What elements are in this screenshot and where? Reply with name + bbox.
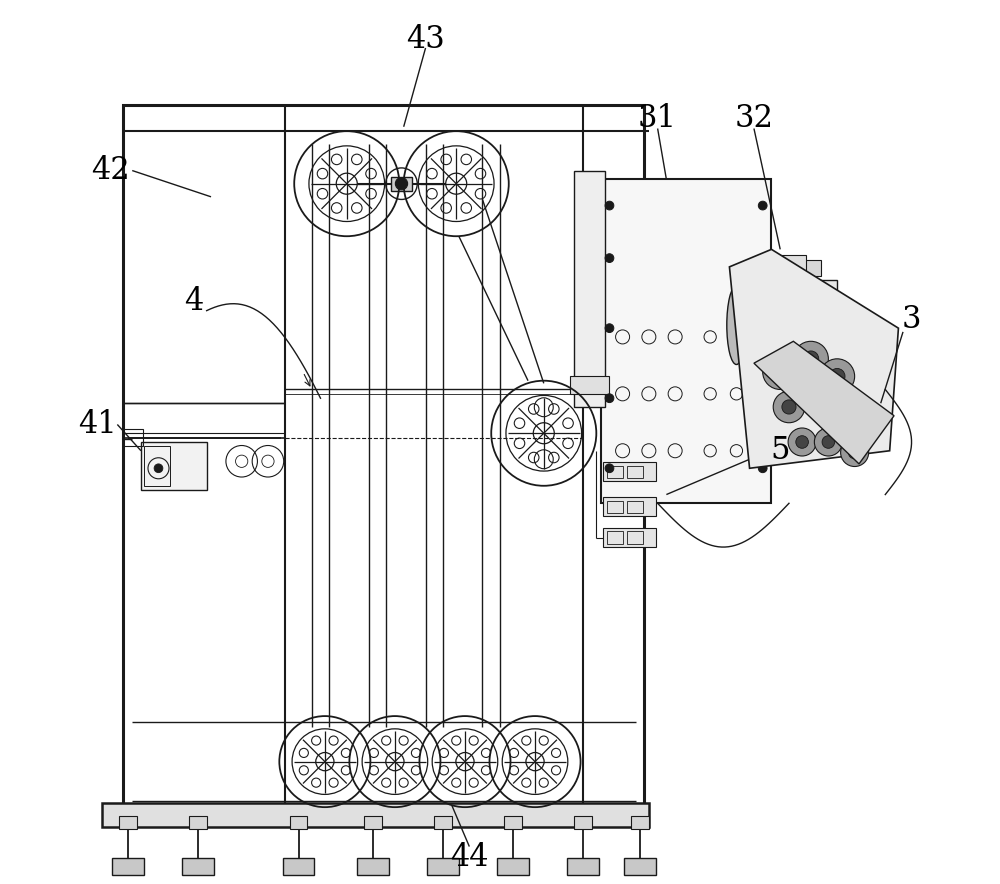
- Circle shape: [758, 394, 767, 402]
- Circle shape: [758, 202, 767, 210]
- Bar: [770, 303, 787, 321]
- Bar: [747, 260, 821, 276]
- Bar: [627, 500, 643, 513]
- Bar: [603, 528, 656, 547]
- Circle shape: [154, 464, 163, 473]
- Bar: [119, 816, 137, 829]
- Bar: [627, 466, 643, 478]
- Polygon shape: [754, 341, 894, 464]
- Bar: [631, 816, 649, 829]
- Circle shape: [804, 387, 835, 418]
- Bar: [112, 858, 144, 875]
- Circle shape: [758, 464, 767, 473]
- Bar: [357, 858, 389, 875]
- Circle shape: [820, 359, 855, 394]
- Bar: [497, 858, 529, 875]
- Bar: [574, 816, 592, 829]
- Bar: [603, 497, 656, 516]
- Bar: [144, 446, 170, 486]
- Circle shape: [773, 392, 805, 423]
- Text: 41: 41: [78, 409, 117, 440]
- Bar: [427, 858, 459, 875]
- Circle shape: [822, 436, 835, 448]
- Circle shape: [814, 428, 842, 456]
- Circle shape: [605, 202, 614, 210]
- Bar: [391, 177, 412, 191]
- Circle shape: [605, 394, 614, 402]
- Circle shape: [803, 351, 819, 367]
- Bar: [624, 858, 656, 875]
- Bar: [123, 105, 644, 805]
- Bar: [189, 816, 207, 829]
- Bar: [141, 442, 207, 490]
- Circle shape: [813, 395, 827, 409]
- Bar: [601, 179, 771, 503]
- Circle shape: [395, 178, 408, 190]
- Bar: [793, 303, 811, 321]
- Bar: [504, 816, 522, 829]
- Circle shape: [763, 354, 798, 390]
- Bar: [364, 816, 382, 829]
- Circle shape: [793, 341, 828, 377]
- Bar: [567, 858, 599, 875]
- Circle shape: [788, 428, 816, 456]
- Text: 43: 43: [406, 24, 445, 55]
- Bar: [603, 462, 656, 482]
- Circle shape: [782, 400, 796, 414]
- Text: 44: 44: [450, 842, 489, 873]
- Bar: [607, 531, 623, 544]
- Bar: [102, 803, 649, 827]
- Circle shape: [829, 369, 845, 385]
- Circle shape: [848, 446, 861, 459]
- Bar: [607, 466, 623, 478]
- Circle shape: [796, 436, 808, 448]
- Bar: [570, 377, 609, 394]
- Ellipse shape: [727, 286, 746, 364]
- Text: 4: 4: [184, 286, 203, 317]
- Circle shape: [839, 408, 853, 423]
- Circle shape: [758, 254, 767, 263]
- Bar: [607, 500, 623, 513]
- Text: 32: 32: [734, 103, 773, 133]
- Text: 31: 31: [638, 103, 677, 133]
- Bar: [434, 816, 452, 829]
- Bar: [290, 816, 307, 829]
- Circle shape: [758, 324, 767, 332]
- Text: 42: 42: [91, 155, 130, 186]
- Circle shape: [772, 364, 788, 380]
- Polygon shape: [729, 249, 898, 469]
- Bar: [123, 429, 143, 446]
- Bar: [763, 280, 837, 328]
- Circle shape: [605, 464, 614, 473]
- Bar: [627, 531, 643, 544]
- Text: 5: 5: [770, 435, 790, 466]
- Circle shape: [841, 438, 869, 467]
- Circle shape: [830, 400, 862, 431]
- Bar: [574, 171, 605, 407]
- Circle shape: [605, 254, 614, 263]
- Bar: [182, 858, 214, 875]
- Bar: [283, 858, 314, 875]
- Circle shape: [605, 324, 614, 332]
- Bar: [758, 255, 806, 279]
- Text: 3: 3: [902, 304, 921, 335]
